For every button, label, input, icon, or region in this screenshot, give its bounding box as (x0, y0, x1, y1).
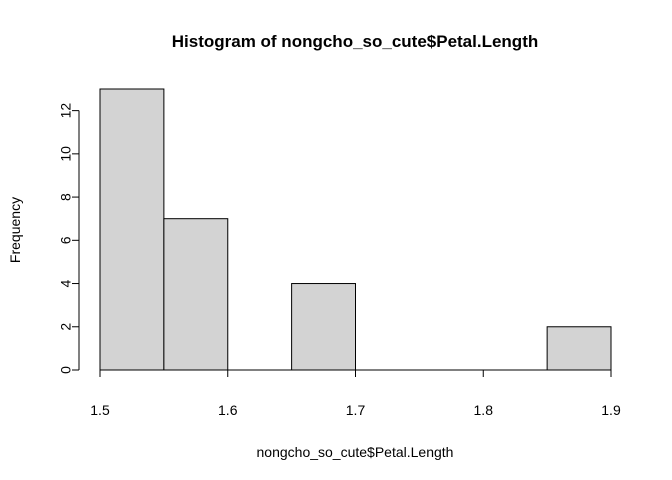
x-axis: 1.5 1.6 1.7 1.8 1.9 (90, 369, 621, 418)
y-tick-label-6: 10 (58, 146, 74, 162)
x-tick-label-4: 1.8 (474, 402, 494, 418)
bars-layer (99, 88, 612, 371)
y-tick-label-4: 6 (58, 236, 74, 244)
histogram-bar-4 (291, 283, 356, 371)
x-tick-label-2: 1.6 (218, 402, 238, 418)
y-axis-label: Frequency (7, 197, 23, 263)
y-tick-label-1: 0 (58, 366, 74, 374)
x-tick-label-5: 1.9 (601, 402, 621, 418)
x-axis-label: nongcho_so_cute$Petal.Length (257, 444, 454, 460)
y-tick-label-5: 8 (58, 193, 74, 201)
y-axis: 0 2 4 6 8 10 12 (58, 103, 80, 374)
x-tick-label-3: 1.7 (346, 402, 366, 418)
histogram-bar-1 (99, 88, 165, 371)
y-tick-label-7: 12 (58, 103, 74, 119)
x-tick-label-1: 1.5 (90, 402, 110, 418)
histogram-bar-2 (163, 218, 229, 371)
histogram-bar-8 (546, 326, 612, 371)
y-tick-label-2: 2 (58, 323, 74, 331)
chart-title: Histogram of nongcho_so_cute$Petal.Lengt… (172, 32, 539, 51)
y-tick-label-3: 4 (58, 279, 74, 287)
